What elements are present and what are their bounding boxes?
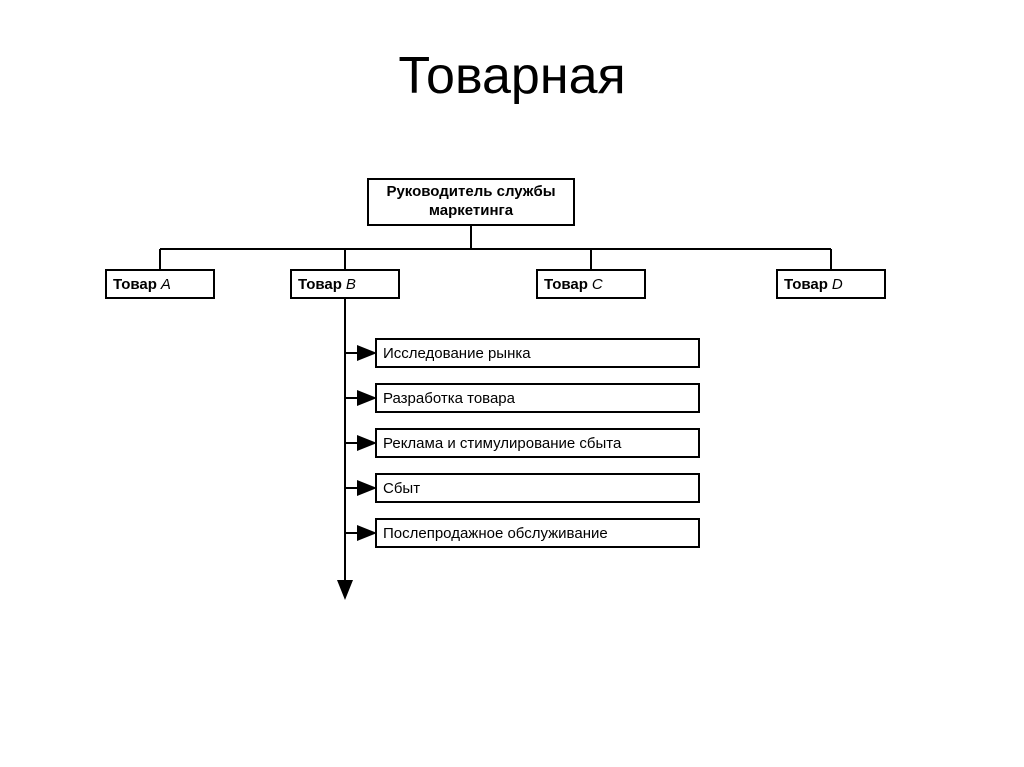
product-label: Товар xyxy=(298,276,342,293)
product-letter: D xyxy=(832,276,843,293)
function-node-4: Послепродажное обслуживание xyxy=(375,518,700,548)
product-node-C: ТоварC xyxy=(536,269,646,299)
diagram-canvas: Товарная Руководитель службы маркетинга Т… xyxy=(0,0,1024,767)
function-node-2: Реклама и стимулирование сбыта xyxy=(375,428,700,458)
function-label: Сбыт xyxy=(383,480,420,497)
function-label: Исследование рынка xyxy=(383,345,531,362)
product-node-D: ТоварD xyxy=(776,269,886,299)
product-node-B: ТоварB xyxy=(290,269,400,299)
product-label: Товар xyxy=(113,276,157,293)
function-label: Послепродажное обслуживание xyxy=(383,525,608,542)
root-label: Руководитель службы маркетинга xyxy=(375,183,567,221)
function-node-1: Разработка товара xyxy=(375,383,700,413)
function-node-3: Сбыт xyxy=(375,473,700,503)
function-node-0: Исследование рынка xyxy=(375,338,700,368)
function-label: Разработка товара xyxy=(383,390,515,407)
product-letter: B xyxy=(346,276,356,293)
product-letter: A xyxy=(161,276,171,293)
product-letter: C xyxy=(592,276,603,293)
function-label: Реклама и стимулирование сбыта xyxy=(383,435,621,452)
product-node-A: ТоварA xyxy=(105,269,215,299)
product-label: Товар xyxy=(544,276,588,293)
page-title: Товарная xyxy=(0,46,1024,106)
root-node: Руководитель службы маркетинга xyxy=(367,178,575,226)
product-label: Товар xyxy=(784,276,828,293)
